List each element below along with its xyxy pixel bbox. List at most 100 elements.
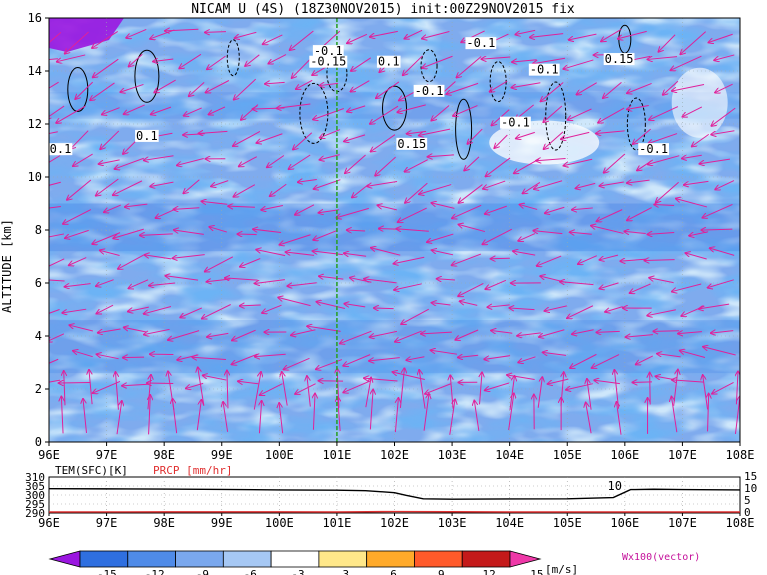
surface-x-tick-label: 105E — [553, 516, 582, 530]
wind-vector — [113, 228, 144, 238]
wind-vector — [192, 357, 227, 359]
wind-vector — [715, 180, 735, 190]
surface-x-tick-label: 107E — [668, 516, 697, 530]
wind-vector — [174, 208, 200, 210]
wind-vector — [287, 282, 317, 286]
field-purple-region — [49, 18, 124, 52]
wind-vector — [253, 229, 282, 233]
surface-x-tick-label: 106E — [610, 516, 639, 530]
wind-vector — [115, 157, 144, 169]
wind-vector — [711, 107, 736, 126]
surface-x-tick-label: 102E — [380, 516, 409, 530]
wind-vector — [234, 184, 256, 197]
wind-vector — [65, 283, 91, 287]
wind-vector — [494, 134, 508, 148]
wind-vector — [49, 358, 59, 364]
wind-vector — [545, 305, 567, 311]
wind-vector — [265, 82, 285, 84]
wind-vector — [394, 283, 422, 290]
contour-label-bg — [500, 116, 531, 129]
wind-vector — [394, 398, 398, 433]
wind-vector — [537, 255, 562, 266]
wind-vector — [533, 57, 566, 64]
wind-vector — [534, 180, 563, 189]
wind-vector — [205, 256, 234, 272]
colorbar-level-label: 6 — [390, 568, 397, 575]
wind-vector — [113, 180, 143, 195]
wind-vector — [604, 153, 626, 173]
wind-vector — [98, 328, 121, 333]
wind-vector — [437, 279, 455, 280]
wind-vector — [289, 154, 311, 169]
wind-vector — [537, 377, 542, 408]
wind-vector — [202, 201, 228, 204]
wind-vector — [67, 179, 92, 200]
wind-vector — [513, 251, 536, 256]
wind-vector — [636, 355, 654, 365]
wind-vector — [223, 402, 229, 432]
wind-vector — [427, 233, 454, 242]
wind-vector — [405, 159, 428, 172]
wind-vector — [93, 58, 119, 77]
wind-vector — [371, 134, 396, 152]
wind-vector — [307, 326, 341, 332]
wind-vector — [120, 83, 144, 92]
wind-vector — [65, 31, 89, 54]
surface-left-tick-label: 305 — [25, 480, 45, 493]
wind-vector — [458, 355, 479, 357]
wind-vector — [364, 279, 397, 284]
contour-line — [226, 39, 240, 77]
wind-vector — [570, 353, 597, 368]
wind-vector — [365, 378, 371, 408]
wind-vectors — [49, 29, 740, 435]
wind-vector — [376, 81, 400, 98]
wind-vector — [151, 106, 172, 114]
surface-x-tick-label: 103E — [438, 516, 467, 530]
surface-x-tick-label: 100E — [265, 516, 294, 530]
wind-vector — [367, 180, 398, 186]
wind-vector — [672, 283, 702, 292]
wind-vector — [692, 133, 710, 146]
wind-vector — [371, 248, 401, 256]
wind-vector — [336, 207, 369, 217]
wind-vector — [518, 233, 536, 241]
surface-x-tick-label: 97E — [96, 516, 118, 530]
wind-vector — [656, 376, 674, 379]
colorbar-level-label: 9 — [438, 568, 445, 575]
wind-vector — [419, 370, 426, 409]
main-axes: 96E 97E 98E 99E 100E 101E 102E 103E 104E 105E 106E… — [28, 11, 755, 462]
wind-vector — [563, 59, 594, 69]
x-tick-label: 96E — [38, 448, 60, 462]
x-tick-label: 104E — [495, 448, 524, 462]
wind-vector — [49, 155, 61, 163]
contour-label-bg — [309, 55, 348, 68]
wind-vector — [253, 372, 261, 410]
x-tick-label: 97E — [96, 448, 118, 462]
wind-vector — [572, 329, 594, 334]
wind-vector — [654, 205, 675, 206]
y-tick-label: 16 — [28, 11, 42, 25]
surface-left-tick-label: 310 — [25, 471, 45, 484]
wind-vector — [568, 108, 592, 120]
wind-vector — [455, 329, 479, 340]
wind-vector — [490, 80, 508, 92]
wind-vector — [147, 383, 174, 384]
x-tick-label: 108E — [726, 448, 755, 462]
wind-vector — [255, 279, 285, 284]
wind-vector — [97, 304, 114, 313]
wind-vector — [370, 30, 398, 36]
legend-temp: TEM(SFC)[K] — [55, 464, 128, 477]
wind-vector — [572, 208, 593, 210]
colorbar: -15 -12 -9 -6 -3 3 6 9 12 15 — [48, 550, 544, 575]
wind-vector — [344, 253, 367, 256]
colorbar-level-label: 15 — [530, 568, 543, 575]
wind-vector — [620, 259, 647, 261]
wind-vector — [508, 393, 514, 431]
wind-vector — [63, 209, 92, 224]
x-tick-label: 100E — [265, 448, 294, 462]
wind-vector — [145, 255, 172, 260]
wind-vector — [650, 373, 651, 405]
wind-vector — [150, 29, 175, 39]
contour-label: -0.1 — [415, 84, 444, 98]
wind-vector — [404, 29, 423, 38]
